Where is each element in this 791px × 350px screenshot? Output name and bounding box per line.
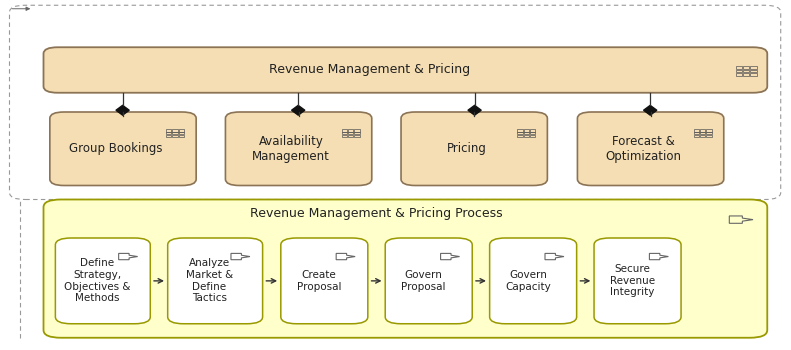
Text: Revenue Management & Pricing: Revenue Management & Pricing: [269, 63, 470, 77]
Polygon shape: [644, 105, 657, 115]
Text: Analyze
Market &
Define
Tactics: Analyze Market & Define Tactics: [186, 258, 233, 303]
FancyBboxPatch shape: [577, 112, 724, 186]
Text: Create
Proposal: Create Proposal: [297, 270, 342, 292]
FancyBboxPatch shape: [50, 112, 196, 186]
Text: Revenue Management & Pricing Process: Revenue Management & Pricing Process: [250, 207, 503, 220]
FancyBboxPatch shape: [44, 47, 767, 93]
FancyBboxPatch shape: [225, 112, 372, 186]
FancyBboxPatch shape: [401, 112, 547, 186]
Text: Govern
Proposal: Govern Proposal: [401, 270, 446, 292]
FancyBboxPatch shape: [490, 238, 577, 324]
Text: Define
Strategy,
Objectives &
Methods: Define Strategy, Objectives & Methods: [64, 258, 131, 303]
Text: Pricing: Pricing: [447, 142, 486, 155]
Text: Group Bookings: Group Bookings: [69, 142, 162, 155]
Polygon shape: [468, 105, 481, 115]
FancyBboxPatch shape: [594, 238, 681, 324]
Text: Secure
Revenue
Integrity: Secure Revenue Integrity: [610, 264, 655, 298]
Polygon shape: [292, 105, 305, 115]
FancyBboxPatch shape: [168, 238, 263, 324]
FancyBboxPatch shape: [44, 199, 767, 338]
Polygon shape: [116, 105, 129, 115]
Text: Govern
Capacity: Govern Capacity: [505, 270, 551, 292]
Text: Availability
Management: Availability Management: [252, 135, 330, 163]
FancyBboxPatch shape: [385, 238, 472, 324]
Text: Forecast &
Optimization: Forecast & Optimization: [605, 135, 681, 163]
FancyBboxPatch shape: [55, 238, 150, 324]
FancyBboxPatch shape: [281, 238, 368, 324]
